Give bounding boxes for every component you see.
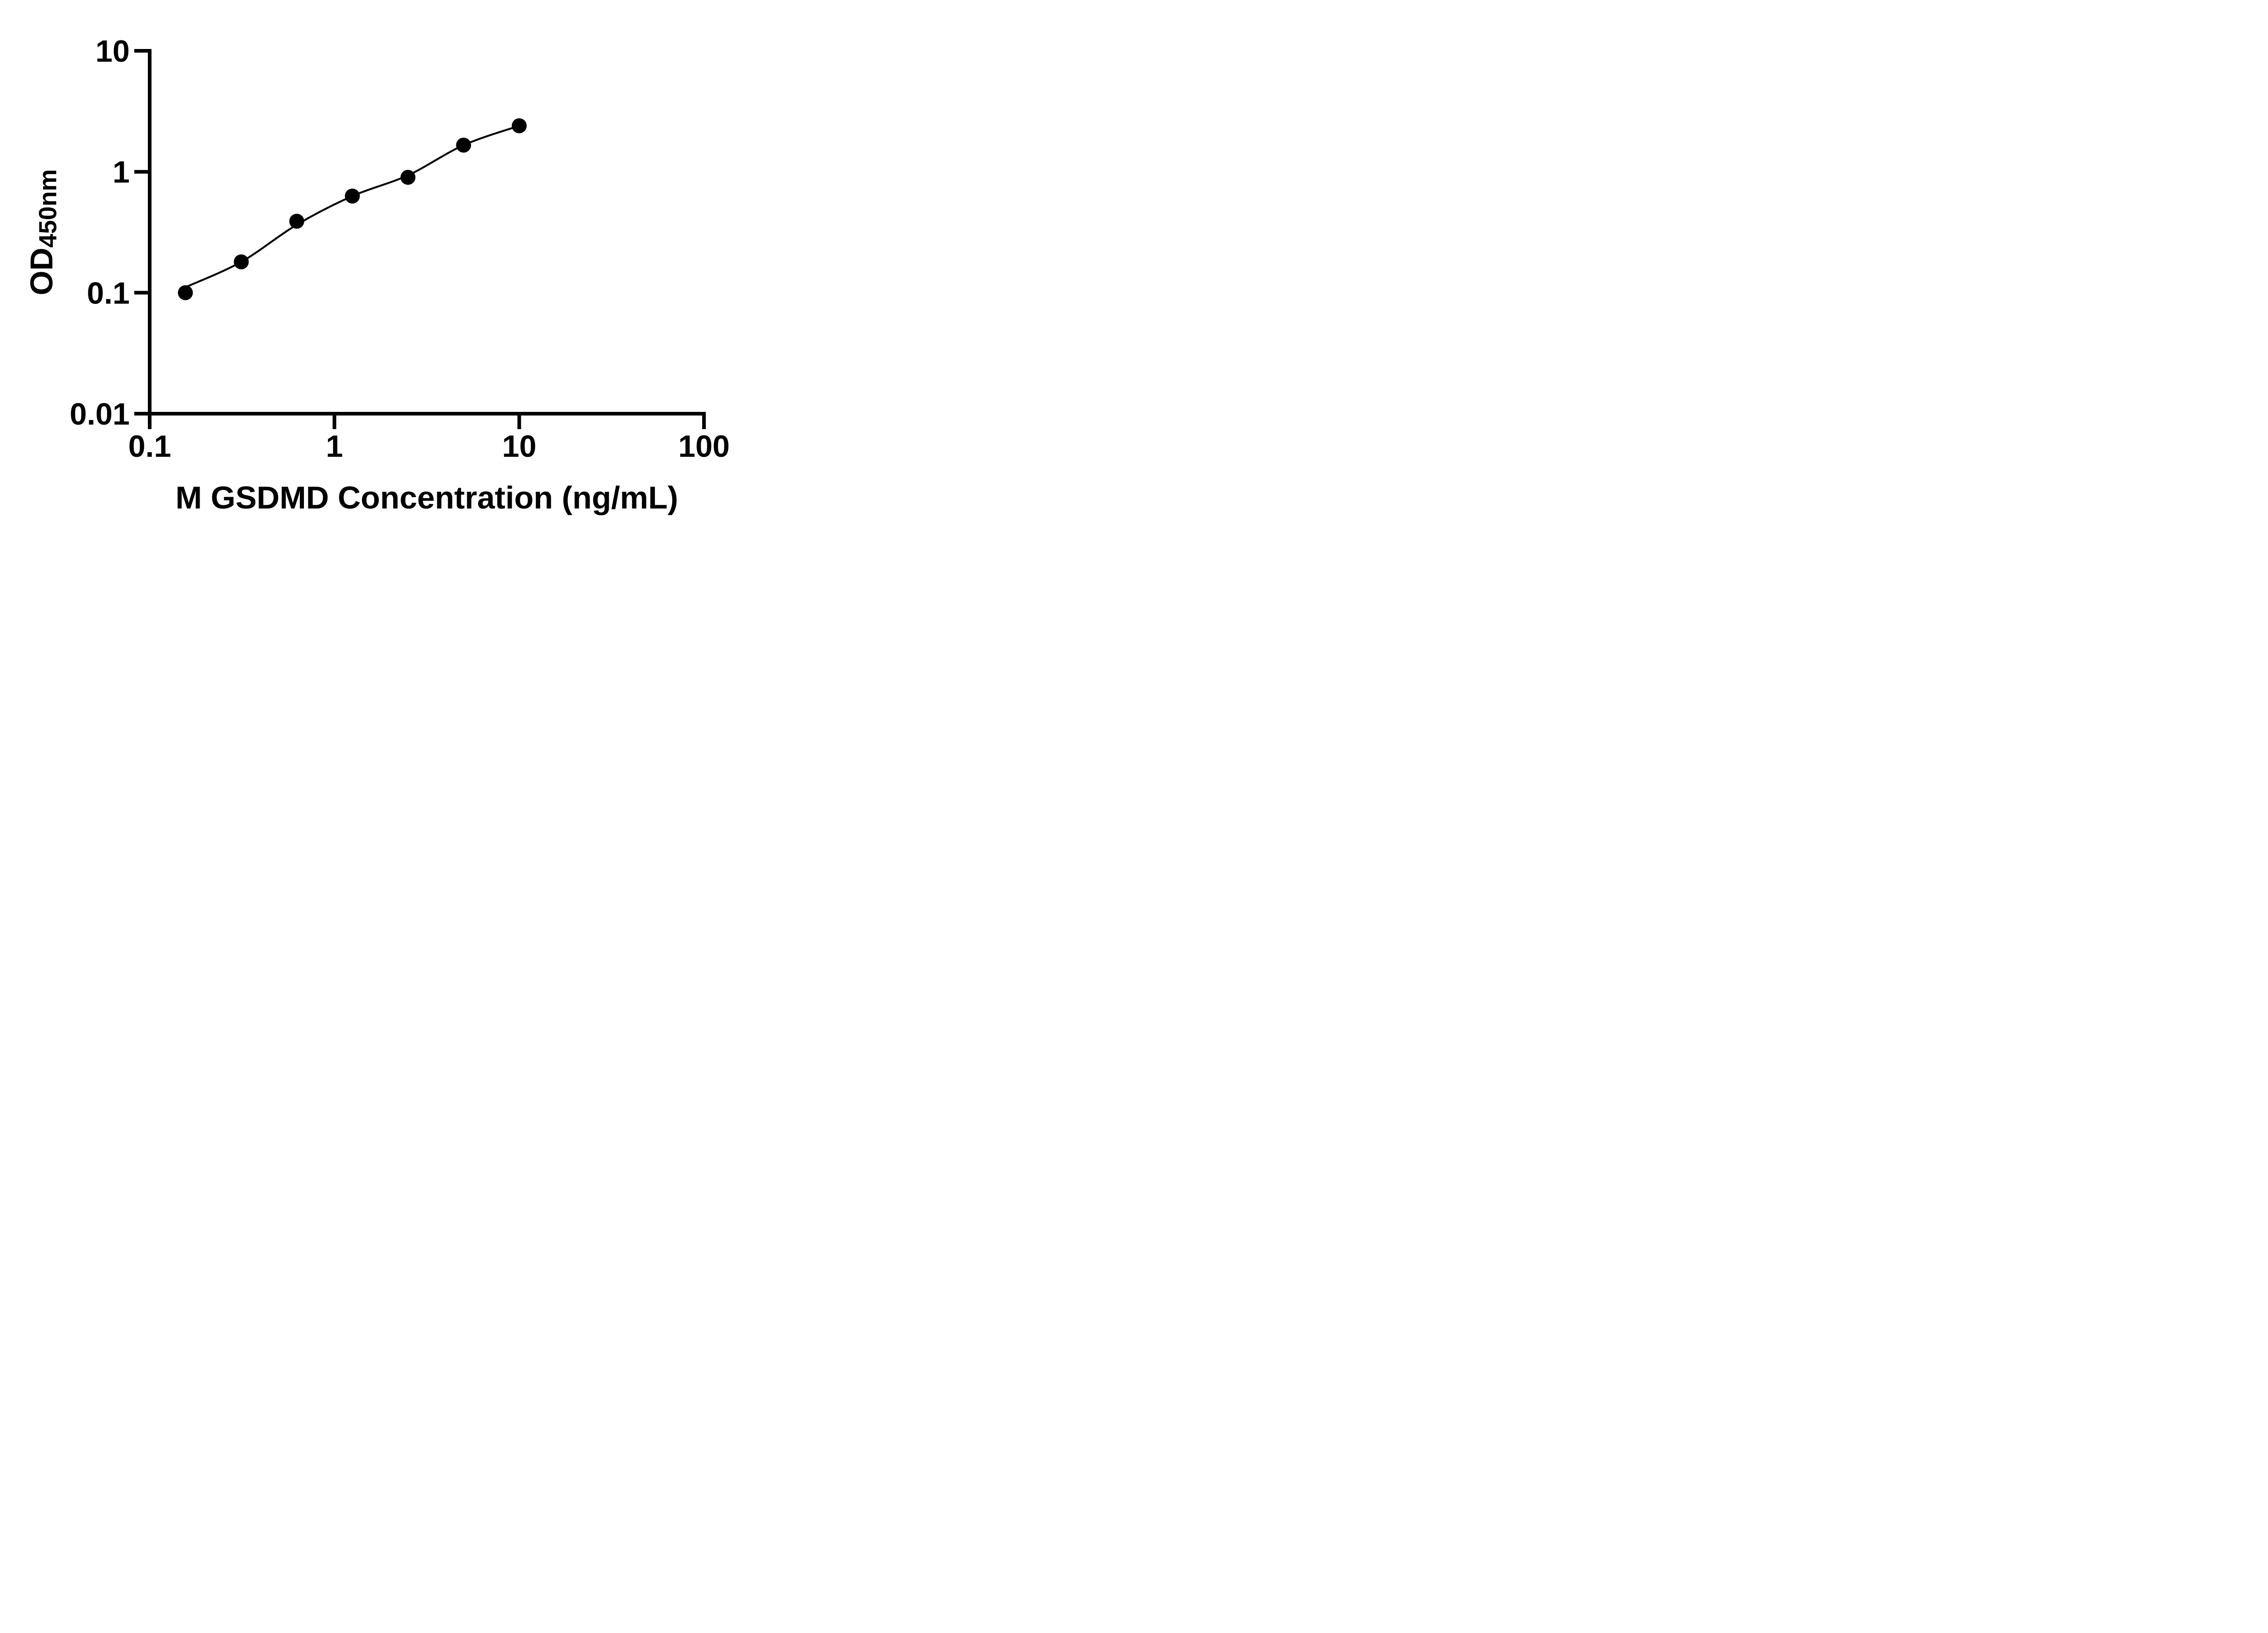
data-point — [178, 285, 193, 300]
data-point — [345, 188, 360, 204]
y-tick-label: 1 — [112, 155, 130, 190]
data-point — [456, 137, 471, 153]
data-point — [289, 214, 304, 229]
y-axis-title-base: OD — [24, 247, 59, 295]
x-tick-label: 1 — [326, 429, 343, 464]
data-point — [512, 118, 527, 133]
x-axis-title: M GSDMD Concentration (ng/mL) — [150, 482, 704, 513]
data-point — [400, 170, 415, 185]
x-tick-label: 100 — [678, 429, 729, 464]
x-tick-label: 10 — [502, 429, 537, 464]
data-point — [234, 254, 249, 269]
y-tick-label: 0.01 — [70, 397, 130, 431]
y-tick-label: 0.1 — [87, 276, 130, 310]
y-axis-title: OD450nm — [24, 169, 62, 295]
y-tick-label: 10 — [95, 34, 130, 68]
elisa-standard-curve-figure: 10 1 0.1 0.01 0.1 1 10 100 M GSDMD Concentratio… — [0, 0, 777, 544]
x-axis-title-text: M GSDMD Concentration (ng/mL) — [175, 480, 679, 515]
y-axis-title-subscript: 450nm — [34, 169, 62, 248]
x-tick-label: 0.1 — [128, 429, 171, 464]
